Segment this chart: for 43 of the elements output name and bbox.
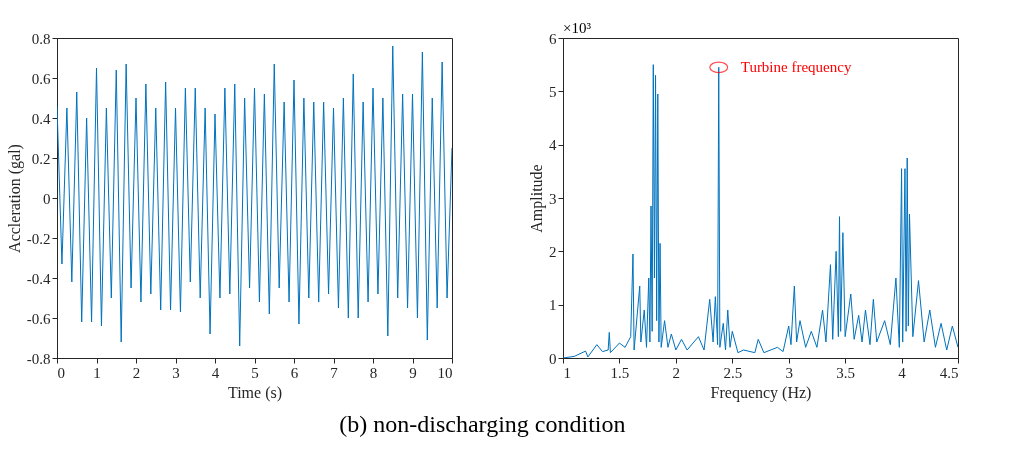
y-tick-label: -0.4: [26, 270, 51, 287]
x-tick-label: 3.5: [836, 364, 856, 381]
y-axis-title: Accleration (gal): [5, 144, 24, 253]
y-tick-label: 0.8: [31, 30, 51, 47]
y-tick-label: 3: [549, 190, 557, 207]
y-tick-label: 4: [549, 137, 557, 154]
y-tick-label: 2: [549, 243, 557, 260]
y-tick-label: -0.6: [26, 310, 51, 327]
y-tick-label: -0.2: [26, 230, 51, 247]
y-tick-label: 6: [549, 30, 557, 47]
y-tick-label: 0.6: [31, 70, 51, 87]
x-tick-label: 6: [290, 364, 299, 381]
x-tick-label: 5: [251, 364, 259, 381]
y-tick-label: 0.2: [31, 150, 51, 167]
x-tick-label: 1.5: [610, 364, 630, 381]
line-series: [57, 45, 452, 347]
x-tick-label: 3: [785, 364, 793, 381]
y-tick-label: 0: [549, 350, 557, 367]
x-tick-label: 4: [211, 364, 220, 381]
y-tick-label: 1: [549, 297, 557, 314]
y-tick-label: 0.4: [31, 110, 51, 127]
x-tick-label: 8: [369, 364, 378, 381]
x-tick-label: 3: [172, 364, 180, 381]
text: (b) non-discharging condition: [339, 410, 626, 437]
x-axis-title: Frequency (Hz): [710, 383, 812, 402]
x-tick-label: 1: [563, 364, 571, 381]
y-tick-label: 5: [549, 83, 557, 100]
x-tick-label: 7: [330, 364, 339, 381]
x-tick-label: 4: [898, 364, 907, 381]
x-tick-label: 0: [57, 364, 65, 381]
x-tick-label: 1: [93, 364, 101, 381]
x-tick-label: 2: [132, 364, 141, 381]
x-tick-label: 10: [437, 364, 453, 381]
x-tick-label: 4.5: [939, 364, 959, 381]
x-axis-title: Time (s): [227, 383, 283, 402]
x-tick-label: 2: [672, 364, 681, 381]
x-tick-label: 9: [409, 364, 417, 381]
y-axis-title: Amplitude: [528, 164, 546, 233]
y-tick-label: 0: [43, 190, 51, 207]
y-tick-label: -0.8: [26, 350, 51, 367]
x-tick-label: 2.5: [723, 364, 743, 381]
text: ×10³: [563, 20, 592, 36]
annotation: Turbine frequency: [740, 59, 852, 76]
